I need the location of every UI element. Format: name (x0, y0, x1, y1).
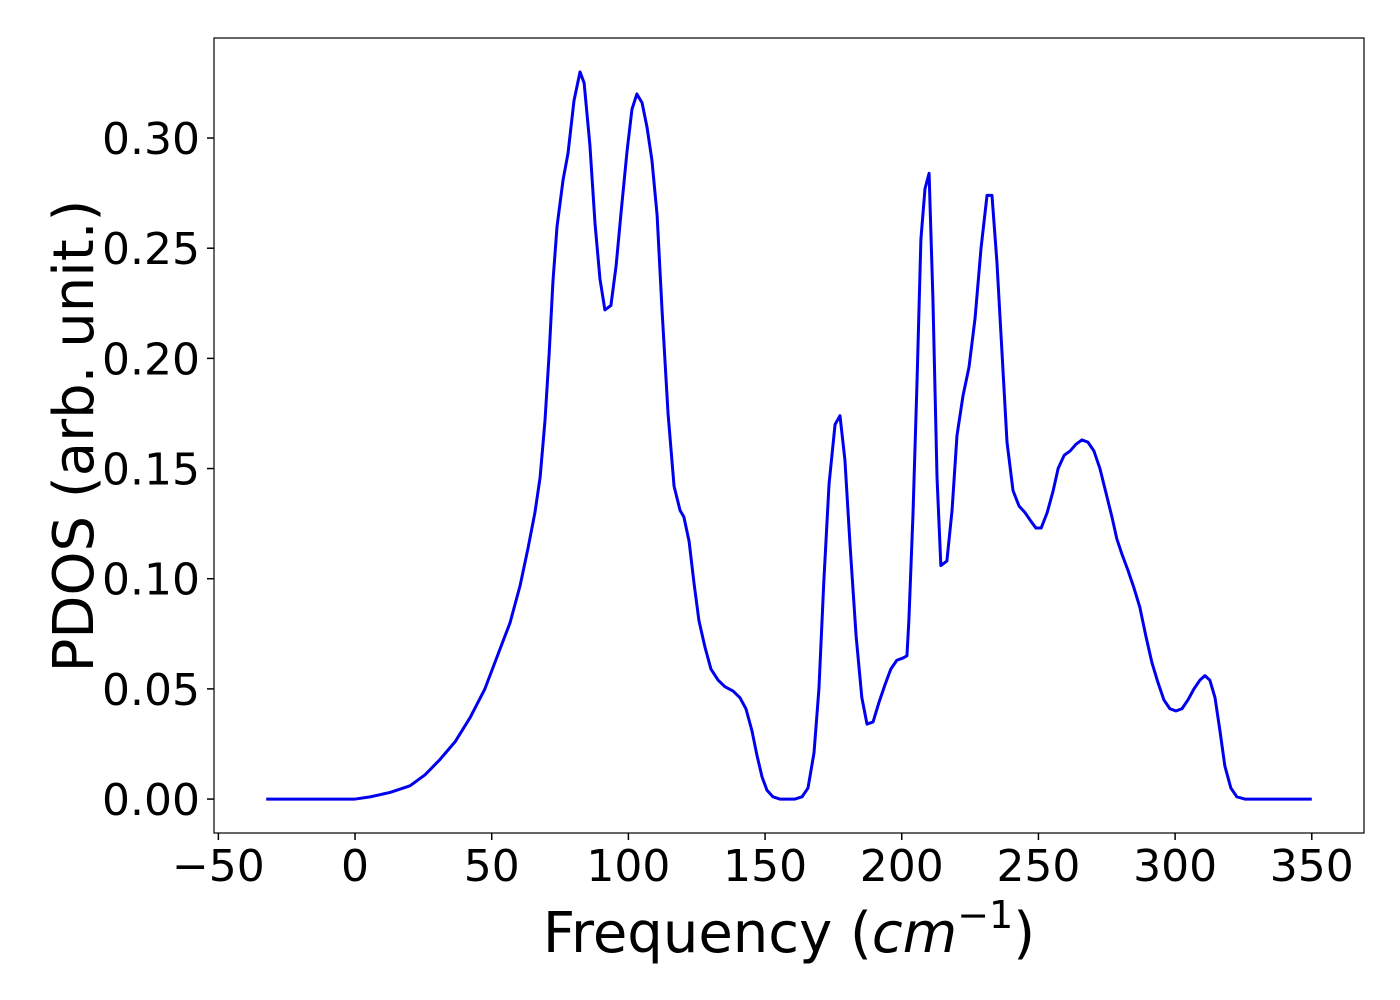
x-tick-label: −50 (172, 841, 265, 892)
x-label-text: ) (1013, 901, 1035, 966)
x-label-sup: −1 (957, 893, 1013, 937)
y-tick-label: 0.20 (102, 334, 200, 385)
x-label-math: cm (872, 901, 957, 966)
x-tick-label: 350 (1270, 841, 1354, 892)
x-tick-label: 0 (341, 841, 369, 892)
y-tick-label: 0.10 (102, 555, 200, 606)
y-tick-label: 0.05 (102, 665, 200, 716)
plot-frame (213, 37, 1365, 834)
y-tick-label: 0.00 (102, 775, 200, 826)
x-tick-label: 200 (860, 841, 944, 892)
y-tick-label: 0.15 (102, 445, 200, 496)
data-line (266, 70, 1312, 801)
x-tick-label: 300 (1133, 841, 1217, 892)
x-tick-label: 150 (723, 841, 807, 892)
x-label-text: Frequency ( (543, 901, 872, 966)
y-tick-label: 0.30 (102, 114, 200, 165)
x-tick-label: 250 (996, 841, 1080, 892)
x-tick-label: 100 (586, 841, 670, 892)
y-axis-label: PDOS (arb. unit.) (42, 200, 107, 673)
x-tick-label: 50 (464, 841, 520, 892)
x-axis-label: Frequency (cm−1) (543, 893, 1035, 966)
y-tick-label: 0.25 (102, 224, 200, 275)
